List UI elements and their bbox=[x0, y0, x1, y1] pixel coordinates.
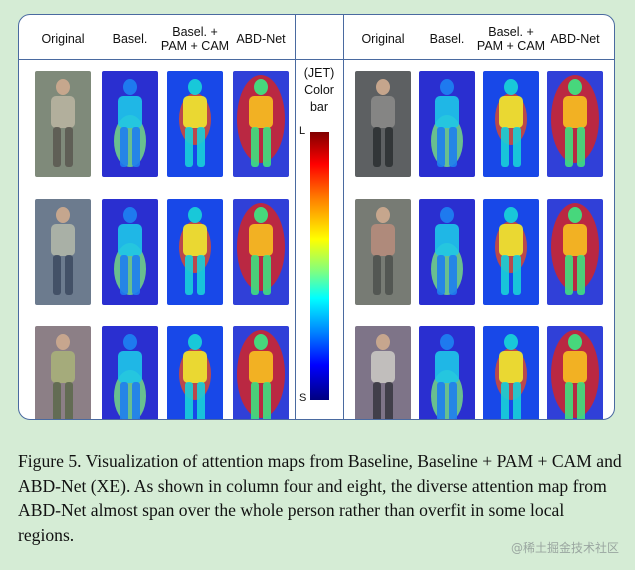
attention-map bbox=[167, 326, 223, 419]
figure-panel: Original Basel. Basel. + PAM + CAM ABD-Net O… bbox=[18, 14, 615, 420]
person-photo bbox=[35, 199, 91, 305]
column-header: ABD-Net bbox=[236, 31, 286, 46]
watermark: @稀土掘金技术社区 bbox=[510, 541, 619, 555]
column-header: Basel. bbox=[429, 31, 465, 46]
colorbar-top-label: L bbox=[299, 125, 306, 137]
colorbar-left-divider bbox=[295, 15, 296, 419]
person-photo bbox=[35, 326, 91, 419]
attention-map bbox=[102, 199, 158, 305]
colorbar-title: (JET) Color bar bbox=[303, 66, 335, 114]
attention-map bbox=[167, 199, 223, 305]
attention-map bbox=[102, 71, 158, 177]
attention-map bbox=[102, 326, 158, 419]
colorbar-right-divider bbox=[343, 15, 344, 419]
person-photo bbox=[355, 326, 411, 419]
column-header: Original bbox=[41, 31, 85, 46]
attention-map bbox=[419, 71, 475, 177]
attention-map bbox=[547, 71, 603, 177]
person-photo bbox=[355, 71, 411, 177]
column-header: Basel. + PAM + CAM bbox=[160, 24, 230, 53]
column-header: Basel. + PAM + CAM bbox=[476, 24, 546, 53]
attention-map bbox=[483, 326, 539, 419]
attention-map bbox=[233, 71, 289, 177]
jet-colorbar bbox=[310, 132, 329, 400]
person-photo bbox=[35, 71, 91, 177]
attention-map bbox=[167, 71, 223, 177]
attention-map bbox=[483, 199, 539, 305]
attention-map bbox=[547, 199, 603, 305]
attention-map bbox=[419, 199, 475, 305]
attention-map bbox=[233, 199, 289, 305]
column-header: ABD-Net bbox=[550, 31, 600, 46]
figure-caption: Figure 5. Visualization of attention map… bbox=[18, 451, 622, 545]
attention-map bbox=[419, 326, 475, 419]
column-header: Basel. bbox=[112, 31, 148, 46]
attention-map bbox=[483, 71, 539, 177]
person-photo bbox=[355, 199, 411, 305]
attention-map bbox=[547, 326, 603, 419]
colorbar-bottom-label: S bbox=[299, 392, 307, 404]
header-rule bbox=[19, 59, 614, 60]
column-header: Original bbox=[361, 31, 405, 46]
attention-map bbox=[233, 326, 289, 419]
